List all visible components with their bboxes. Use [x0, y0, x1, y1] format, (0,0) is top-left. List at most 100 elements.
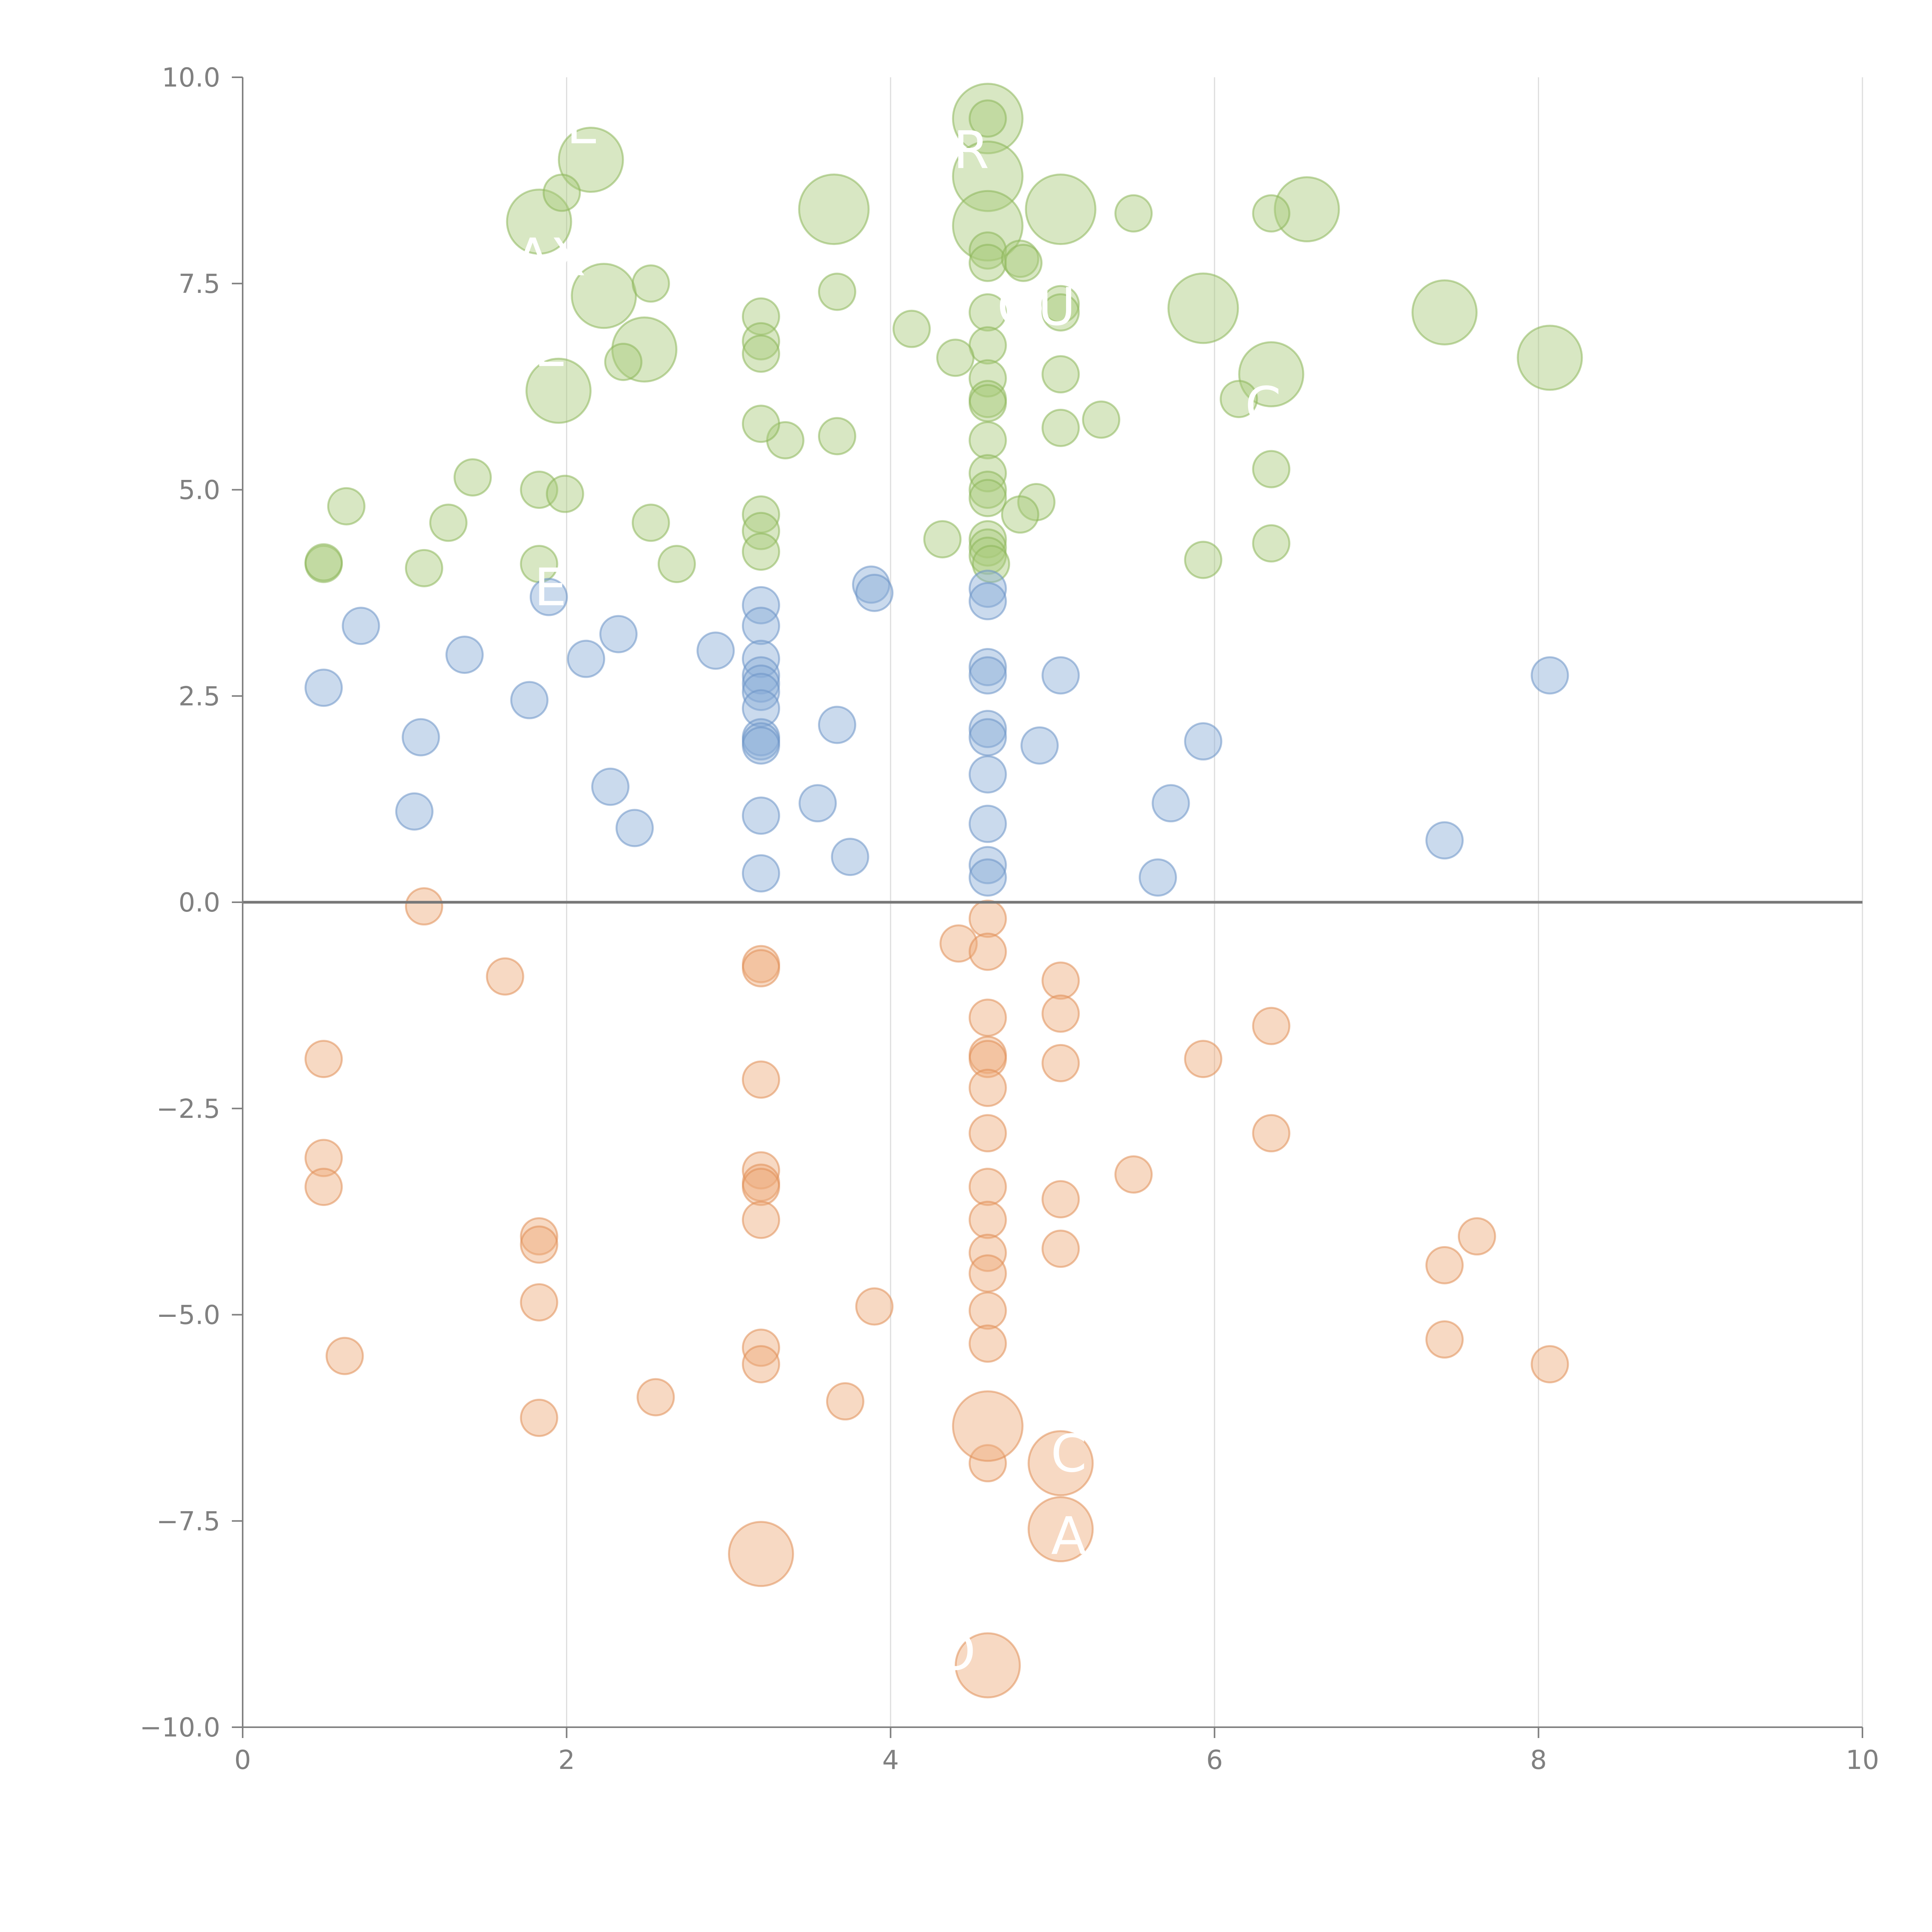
bubble-series-1 [968, 648, 1007, 687]
bubble-series-1 [1184, 722, 1223, 761]
bubble-series-1 [342, 607, 380, 645]
bubble-series-2 [1041, 1044, 1080, 1082]
bubble-series-2 [968, 1233, 1007, 1272]
bubble-series-1 [742, 796, 780, 835]
bubble-series-0 [818, 417, 856, 456]
bubble-series-0 [1167, 272, 1239, 344]
bubble-series-2 [1041, 994, 1080, 1033]
bubble-text: E [566, 95, 599, 156]
bubble-series-0 [1004, 243, 1043, 282]
bubble-series-2 [520, 1398, 558, 1437]
bubble-series-2 [636, 1378, 675, 1417]
y-tick-label: −5.0 [156, 1300, 220, 1331]
bubble-series-2 [742, 1060, 780, 1099]
y-tick-label: 10.0 [162, 63, 220, 93]
bubble-series-2 [826, 1382, 864, 1421]
bubble-series-0 [1001, 495, 1039, 534]
bubble-series-1 [855, 573, 894, 612]
bubble-series-1 [742, 726, 780, 765]
bubble-series-2 [939, 924, 978, 963]
bubble-series-0 [968, 99, 1007, 138]
bubble-series-0 [429, 503, 468, 542]
bubble-series-1 [1138, 858, 1177, 897]
bubble-text: AX [515, 227, 586, 287]
bubble-series-0 [525, 357, 592, 424]
bubble-series-1 [742, 656, 780, 695]
bubble-series-2 [486, 957, 524, 996]
x-tick-label: 4 [882, 1745, 899, 1776]
y-tick-label: 2.5 [179, 681, 220, 712]
bubble-series-0 [1411, 279, 1478, 345]
bubble-series-2 [304, 1168, 343, 1206]
bubble-series-2 [968, 1324, 1007, 1363]
bubble-series-1 [968, 718, 1007, 757]
bubble-series-2 [855, 1287, 894, 1326]
bubble-series-2 [1184, 1040, 1223, 1078]
bubble-series-2 [1041, 961, 1080, 1000]
bubble-series-0 [1041, 293, 1080, 332]
bubble-layer [304, 83, 1583, 1699]
bubble-series-1 [529, 578, 568, 616]
bubble-series-0 [405, 549, 444, 587]
bubble-text: A [1051, 1506, 1087, 1566]
bubble-series-0 [1082, 400, 1121, 439]
bubble-text: O [935, 1622, 976, 1682]
x-tick-label: 8 [1530, 1745, 1547, 1776]
bubble-series-2 [520, 1217, 558, 1256]
bubble-series-2 [1114, 1155, 1153, 1194]
bubble-series-0 [923, 520, 962, 559]
bubble-series-0 [631, 264, 670, 303]
bubble-series-1 [742, 673, 780, 711]
bubble-series-0 [543, 173, 581, 212]
y-tick-label: −10.0 [140, 1713, 220, 1743]
bubble-series-1 [831, 838, 869, 876]
bubble-series-1 [742, 607, 780, 645]
bubble-series-1 [510, 681, 549, 719]
bubble-series-0 [1041, 408, 1080, 447]
bubble-series-1 [1041, 656, 1080, 695]
bubble-series-1 [1151, 784, 1190, 823]
bubble-series-2 [968, 998, 1007, 1037]
bubble-series-0 [742, 405, 780, 443]
bubble-series-2 [405, 887, 444, 926]
y-tick-label: 5.0 [179, 475, 220, 506]
bubble-series-1 [599, 615, 638, 653]
bubble-series-2 [304, 1139, 343, 1177]
x-tick-label: 2 [558, 1745, 575, 1776]
bubble-series-0 [968, 528, 1007, 567]
bubble-series-2 [968, 1114, 1007, 1153]
bubble-series-2 [325, 1337, 364, 1375]
bubble-series-1 [615, 809, 654, 847]
bubble-series-2 [1252, 1114, 1291, 1153]
bubble-series-2 [968, 932, 1007, 971]
bubble-series-2 [1531, 1345, 1569, 1384]
bubble-series-0 [952, 83, 1024, 155]
bubble-series-2 [968, 1254, 1007, 1293]
bubble-series-0 [968, 293, 1007, 332]
bubble-series-1 [591, 767, 630, 806]
bubble-series-0 [742, 322, 780, 361]
bubble-series-0 [1025, 173, 1097, 245]
bubble-series-2 [1041, 1230, 1080, 1268]
bubble-series-0 [968, 479, 1007, 517]
bubble-text: C [1051, 1423, 1087, 1484]
bubble-series-1 [401, 718, 440, 757]
bubble-series-0 [657, 545, 696, 583]
bubble-series-0 [571, 263, 637, 329]
bubble-series-0 [972, 545, 1010, 583]
bubble-series-0 [1219, 380, 1258, 418]
bubble-series-0 [546, 474, 584, 513]
x-tick-label: 0 [234, 1745, 251, 1776]
bubble-series-2 [968, 1444, 1007, 1483]
bubble-series-0 [968, 421, 1007, 459]
bubble-series-0 [304, 543, 343, 582]
bubble-series-1 [742, 854, 780, 893]
bubble-series-1 [742, 586, 780, 624]
bubble-series-2 [520, 1283, 558, 1321]
bubble-series-0 [1274, 176, 1340, 243]
bubble-series-2 [1252, 1007, 1291, 1045]
bubble-series-2 [742, 1168, 780, 1206]
bubble-series-1 [968, 846, 1007, 884]
